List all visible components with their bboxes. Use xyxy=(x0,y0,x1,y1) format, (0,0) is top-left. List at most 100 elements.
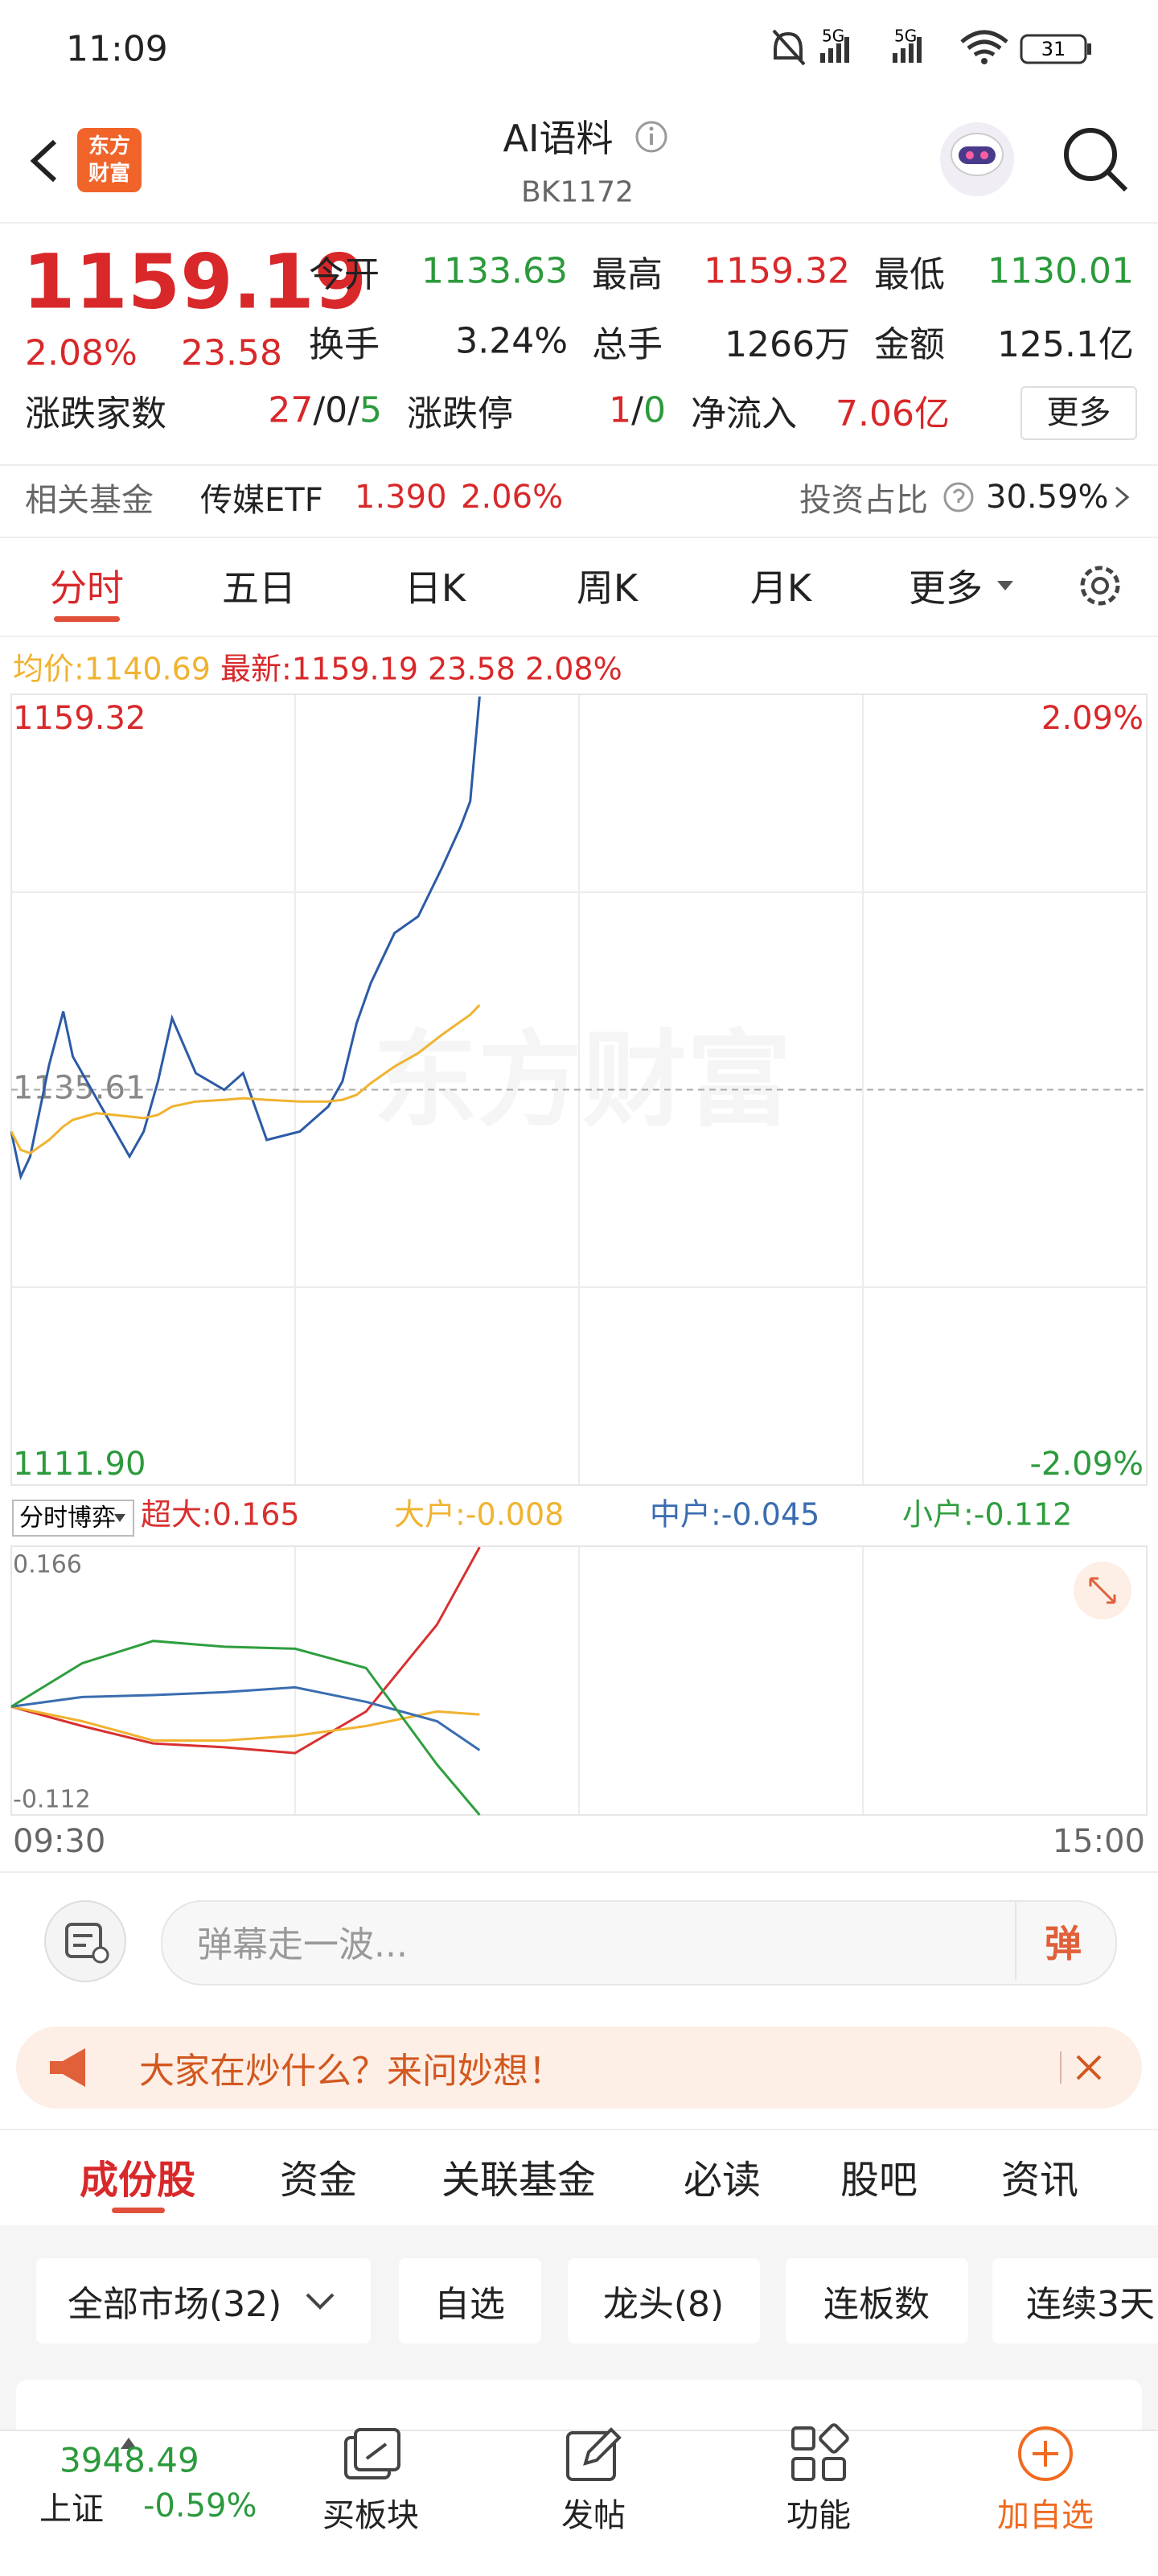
nav-icon xyxy=(791,2423,849,2481)
section-tab[interactable]: 股吧 xyxy=(840,2158,918,2203)
chart-tab[interactable]: 月K xyxy=(749,566,812,610)
y2-tick-label: -2.09% xyxy=(1029,1446,1144,1483)
header-code: BK1172 xyxy=(521,175,634,209)
index-change: -0.59% xyxy=(143,2488,257,2525)
assistant-avatar[interactable] xyxy=(933,117,1021,201)
chart-legend: 均价:1140.69 最新:1159.19 23.58 2.08% xyxy=(13,644,622,689)
expand-icon xyxy=(1089,1577,1116,1604)
title-box[interactable] xyxy=(12,1500,134,1537)
chevron[interactable] xyxy=(1113,484,1132,510)
filter-text: 连板数 xyxy=(823,2284,930,2325)
chart-tab[interactable]: 分时 xyxy=(50,566,124,610)
filter-chip[interactable] xyxy=(399,2258,541,2344)
banner[interactable] xyxy=(16,2027,1142,2109)
filter-chip[interactable]: 连续3天 xyxy=(992,2258,1158,2344)
nav-label[interactable]: 发帖 xyxy=(561,2497,626,2534)
section-tab[interactable]: 资讯 xyxy=(1000,2158,1079,2203)
bottom-nav xyxy=(0,2430,1158,2576)
x-tick-label: 15:00 xyxy=(1053,1823,1145,1860)
latest-price: 最新:1159.19 xyxy=(220,651,418,687)
stat-value: 1130.01 xyxy=(988,250,1134,292)
comment-input[interactable] xyxy=(161,1900,1117,1985)
search-button[interactable] xyxy=(1058,122,1131,195)
stat-label: 总手 xyxy=(592,324,663,365)
up-count: 27 xyxy=(268,389,314,431)
fund-change: 2.06% xyxy=(461,479,564,516)
filter-text: 龙头(8) xyxy=(602,2284,725,2325)
tab-indicator xyxy=(112,2208,165,2213)
filter-text: 全部市场(32) xyxy=(68,2284,282,2325)
nav-label[interactable]: 功能 xyxy=(786,2497,851,2534)
stat-label: 涨跌停 xyxy=(407,393,513,434)
divider xyxy=(0,222,1158,224)
stat-label: 金额 xyxy=(874,324,945,365)
comment-placeholder: 弹幕走一波... xyxy=(197,1924,408,1965)
section-tab[interactable]: 资金 xyxy=(279,2158,358,2203)
danmaku-button[interactable]: 弹 xyxy=(1045,1922,1082,1965)
flat-count: 0 xyxy=(325,389,348,431)
divider xyxy=(0,1871,1158,1873)
fund-name[interactable]: 传媒ETF xyxy=(200,482,323,519)
chart-tab[interactable]: 五日 xyxy=(222,566,296,610)
battery-icon xyxy=(1020,34,1087,64)
chart-tab[interactable]: 日K xyxy=(404,566,466,610)
nav-icon xyxy=(344,2428,400,2479)
filter-text: 自选 xyxy=(434,2284,505,2325)
tab-indicator xyxy=(54,616,120,622)
danmaku-toggle[interactable] xyxy=(43,1899,128,1984)
input-divider xyxy=(1015,1902,1016,1981)
limit-value: 1/0 xyxy=(609,389,666,431)
wifi-dot xyxy=(981,58,988,64)
fund-label: 相关基金 xyxy=(25,482,154,519)
series-line xyxy=(10,1685,481,1751)
latest-change: 23.58 xyxy=(428,651,515,687)
change-pct: 2.08% xyxy=(25,332,138,374)
filter-chip[interactable] xyxy=(568,2258,760,2344)
latest-change-pct: 2.08% xyxy=(524,651,622,687)
series-line xyxy=(10,696,481,1181)
filter-text: 连续3天 xyxy=(1026,2284,1155,2325)
stat-label: 今开 xyxy=(309,254,380,295)
nav-label[interactable]: 买板块 xyxy=(322,2497,419,2534)
nav-label[interactable]: 加自选 xyxy=(997,2497,1094,2534)
status-time: 11:09 xyxy=(66,28,168,70)
list-card xyxy=(16,2380,1142,2436)
breadth-value: 27/0/5 xyxy=(268,389,382,431)
stat-value: 7.06亿 xyxy=(836,393,950,434)
info-icon[interactable] xyxy=(634,119,669,154)
chart-tab[interactable]: 周K xyxy=(576,566,639,610)
index-arrow xyxy=(121,2438,137,2449)
status-icons: 5G 5G 31 xyxy=(772,27,1091,66)
help-icon[interactable] xyxy=(942,481,975,513)
back-button[interactable] xyxy=(24,137,64,185)
banner-divider xyxy=(1060,2051,1062,2084)
dropdown-arrow xyxy=(306,2293,335,2310)
nav-icon xyxy=(566,2427,622,2481)
section-tab[interactable]: 关联基金 xyxy=(441,2158,597,2203)
flow-title: 分时博弈 xyxy=(19,1504,116,1533)
legend-entry: 大户:-0.008 xyxy=(394,1497,564,1533)
layout-grid xyxy=(11,694,1147,1815)
divider xyxy=(0,537,1158,538)
signal-icon xyxy=(820,37,849,63)
index-value[interactable]: 3948.49 xyxy=(60,2440,199,2480)
index-name: 上证 xyxy=(39,2491,104,2528)
stat-value: 125.1亿 xyxy=(997,324,1134,365)
section-tab[interactable]: 必读 xyxy=(683,2158,762,2203)
mute-slash xyxy=(772,29,806,66)
divider xyxy=(0,464,1158,466)
stat-value: 1133.63 xyxy=(421,250,568,292)
stat-label: 换手 xyxy=(309,324,380,365)
section-tab[interactable]: 成份股 xyxy=(79,2158,196,2203)
stat-label: 最高 xyxy=(592,254,663,295)
y2-tick-label: 2.09% xyxy=(1041,700,1144,737)
megaphone-icon xyxy=(50,2048,85,2087)
banner-text: 大家在炒什么？来问妙想！ xyxy=(139,2051,564,2092)
filter-chip[interactable] xyxy=(786,2258,968,2344)
settings-button[interactable] xyxy=(1074,560,1126,611)
more-button[interactable]: 更多 xyxy=(1020,386,1137,440)
fund-price: 1.390 xyxy=(355,479,447,516)
chart-tab[interactable]: 更多 xyxy=(909,566,983,610)
close-button[interactable] xyxy=(1074,2053,1103,2082)
